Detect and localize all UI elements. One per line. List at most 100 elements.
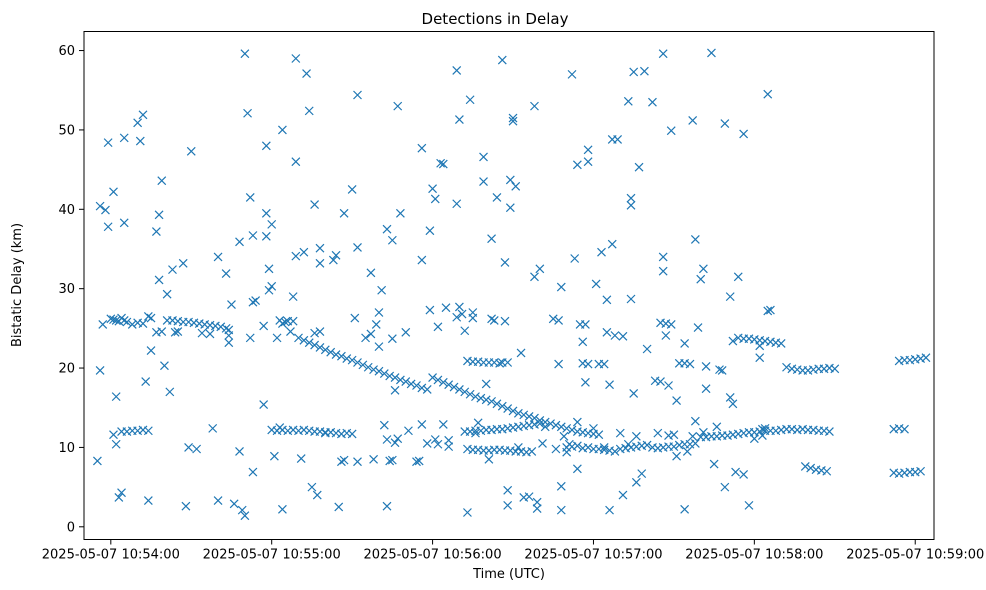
data-point-x-marker <box>500 316 510 326</box>
data-point-x-marker <box>583 359 593 369</box>
x-tick-label: 2025-05-07 10:55:00 <box>203 548 341 563</box>
data-point-x-marker <box>430 194 440 204</box>
data-point-x-marker <box>763 89 773 99</box>
data-point-x-marker <box>449 382 459 392</box>
data-point-x-marker <box>310 200 320 209</box>
data-point-x-marker <box>138 319 148 329</box>
data-point-x-marker <box>626 193 636 203</box>
data-point-x-marker <box>160 361 169 371</box>
data-point-x-marker <box>720 119 730 128</box>
data-point-x-marker <box>728 399 738 409</box>
data-point-x-marker <box>358 360 368 370</box>
data-point-x-marker <box>272 333 282 343</box>
data-point-x-marker <box>114 493 124 502</box>
data-point-x-marker <box>487 396 496 406</box>
data-point-x-marker <box>438 159 448 169</box>
data-point-x-marker <box>519 410 529 420</box>
data-point-x-marker <box>503 500 513 510</box>
data-point-x-marker <box>294 333 303 343</box>
data-point-x-marker <box>605 380 614 390</box>
data-point-x-marker <box>304 106 314 116</box>
data-point-x-marker <box>353 457 362 467</box>
data-point-x-marker <box>487 234 496 244</box>
data-point-x-marker <box>267 281 277 291</box>
data-point-x-marker <box>374 308 384 317</box>
data-point-x-marker <box>452 65 462 75</box>
data-point-x-marker <box>393 434 403 444</box>
data-point-x-marker <box>103 138 113 148</box>
data-point-x-marker <box>240 49 250 59</box>
data-point-x-marker <box>154 210 164 220</box>
data-point-x-marker <box>326 347 336 357</box>
data-point-x-marker <box>626 294 636 304</box>
data-point-x-marker <box>599 359 609 369</box>
data-point-x-marker <box>240 511 250 521</box>
data-point-x-marker <box>280 317 290 327</box>
data-point-x-marker <box>484 454 494 464</box>
data-point-x-marker <box>731 467 741 477</box>
data-point-x-marker <box>707 48 716 58</box>
data-point-x-marker <box>583 157 593 167</box>
data-point-x-marker <box>540 422 550 432</box>
data-point-x-marker <box>634 162 644 172</box>
data-point-x-marker <box>138 110 148 120</box>
data-point-x-marker <box>589 423 598 433</box>
data-point-x-marker <box>374 366 384 376</box>
data-point-x-marker <box>556 505 566 515</box>
data-point-x-marker <box>404 426 413 436</box>
data-point-x-marker <box>613 135 623 144</box>
data-point-x-marker <box>495 358 505 368</box>
data-point-x-marker <box>331 350 341 359</box>
data-point-x-marker <box>572 441 582 451</box>
data-point-x-marker <box>757 431 767 440</box>
data-point-x-marker <box>379 369 389 379</box>
data-point-x-marker <box>471 392 480 402</box>
data-point-x-marker <box>288 316 298 326</box>
x-axis-label: Time (UTC) <box>472 567 545 582</box>
data-point-x-marker <box>720 482 730 492</box>
data-point-x-marker <box>698 264 708 274</box>
data-point-x-marker <box>696 274 706 284</box>
data-point-x-marker <box>122 317 132 327</box>
data-point-x-marker <box>103 222 113 232</box>
data-point-x-marker <box>508 116 518 126</box>
data-point-x-marker <box>610 331 620 340</box>
data-point-x-marker <box>320 428 330 438</box>
data-point-x-marker <box>452 312 462 322</box>
data-point-x-marker <box>304 338 314 348</box>
chart-title: Detections in Delay <box>422 10 569 28</box>
data-point-x-marker <box>417 143 427 153</box>
data-point-x-marker <box>417 255 427 265</box>
data-point-x-marker <box>331 250 341 260</box>
data-point-x-marker <box>186 146 196 156</box>
data-point-x-marker <box>556 481 566 491</box>
data-point-x-marker <box>433 439 443 449</box>
data-point-x-marker <box>111 439 121 449</box>
data-point-x-marker <box>173 327 183 336</box>
data-point-x-marker <box>830 364 840 374</box>
data-point-x-marker <box>248 231 258 240</box>
data-point-x-marker <box>618 490 628 500</box>
y-tick-label: 60 <box>58 44 75 59</box>
data-point-x-marker <box>454 302 464 312</box>
data-point-x-marker <box>672 396 682 406</box>
data-point-x-marker <box>259 321 269 331</box>
data-point-x-marker <box>353 358 362 367</box>
data-point-x-marker <box>261 208 271 218</box>
data-point-x-marker <box>216 322 226 332</box>
data-point-x-marker <box>151 227 161 236</box>
data-point-x-marker <box>556 282 566 292</box>
data-point-x-marker <box>299 247 309 257</box>
data-point-x-marker <box>487 314 496 324</box>
data-point-x-marker <box>412 381 421 390</box>
data-point-x-marker <box>605 505 614 515</box>
y-axis-label: Bistatic Delay (km) <box>10 223 25 347</box>
data-point-x-marker <box>315 327 325 336</box>
data-point-x-marker <box>583 443 593 452</box>
data-point-x-marker <box>143 496 153 506</box>
data-point-x-marker <box>154 275 164 285</box>
data-point-x-marker <box>387 334 397 344</box>
data-point-x-marker <box>436 158 446 168</box>
data-point-x-marker <box>275 316 285 325</box>
data-point-x-marker <box>336 457 346 467</box>
